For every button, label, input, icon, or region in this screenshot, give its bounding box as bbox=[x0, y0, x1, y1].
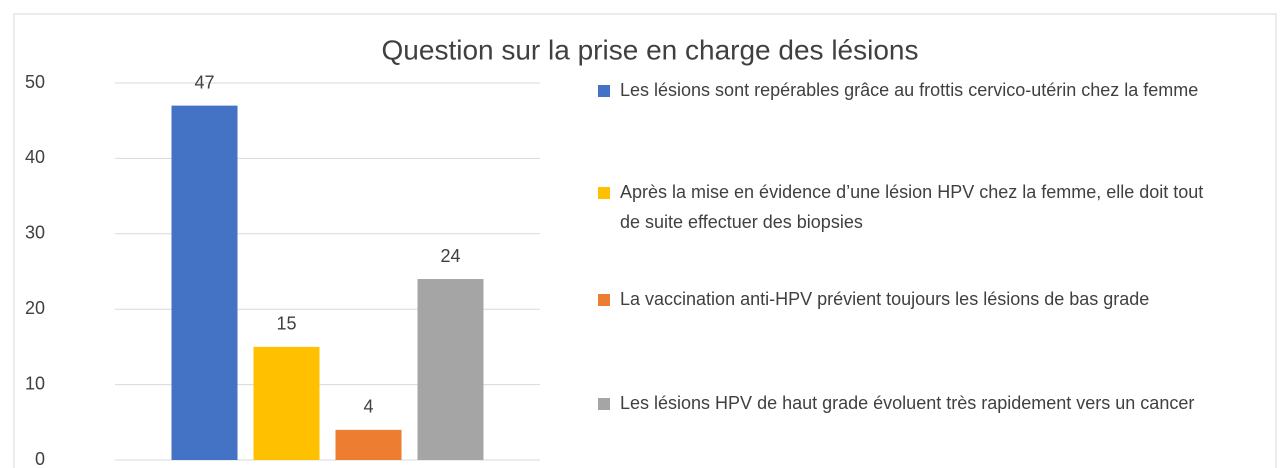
legend-label: Les lésions HPV de haut grade évoluent t… bbox=[620, 393, 1195, 413]
legend-swatch bbox=[598, 294, 610, 306]
bar bbox=[335, 429, 402, 460]
legend-label: La vaccination anti-HPV prévient toujour… bbox=[620, 289, 1150, 309]
legend-label: Les lésions sont repérables grâce au fro… bbox=[620, 80, 1199, 100]
data-label: 4 bbox=[363, 397, 373, 417]
bar bbox=[171, 105, 238, 461]
chart-border bbox=[13, 13, 1277, 468]
legend-item: Les lésions HPV de haut grade évoluent t… bbox=[598, 388, 1208, 418]
y-tick-label: 20 bbox=[25, 298, 45, 318]
y-tick-label: 40 bbox=[25, 147, 45, 167]
chart-title: Question sur la prise en charge des lési… bbox=[382, 34, 919, 65]
legend-item: Les lésions sont repérables grâce au fro… bbox=[598, 75, 1208, 105]
legend-swatch bbox=[598, 85, 610, 97]
y-tick-label: 30 bbox=[25, 223, 45, 243]
bar bbox=[253, 346, 320, 460]
data-label: 15 bbox=[276, 314, 296, 334]
legend-swatch bbox=[598, 187, 610, 199]
y-tick-label: 50 bbox=[25, 72, 45, 92]
legend-item: Après la mise en évidence d’une lésion H… bbox=[598, 177, 1208, 237]
y-tick-label: 10 bbox=[25, 373, 45, 393]
bar bbox=[417, 279, 484, 460]
data-label: 24 bbox=[440, 246, 460, 266]
y-tick-label: 0 bbox=[35, 449, 45, 468]
data-label: 47 bbox=[194, 72, 214, 92]
legend-item: La vaccination anti-HPV prévient toujour… bbox=[598, 284, 1208, 314]
legend-swatch bbox=[598, 398, 610, 410]
legend-label: Après la mise en évidence d’une lésion H… bbox=[620, 182, 1204, 232]
